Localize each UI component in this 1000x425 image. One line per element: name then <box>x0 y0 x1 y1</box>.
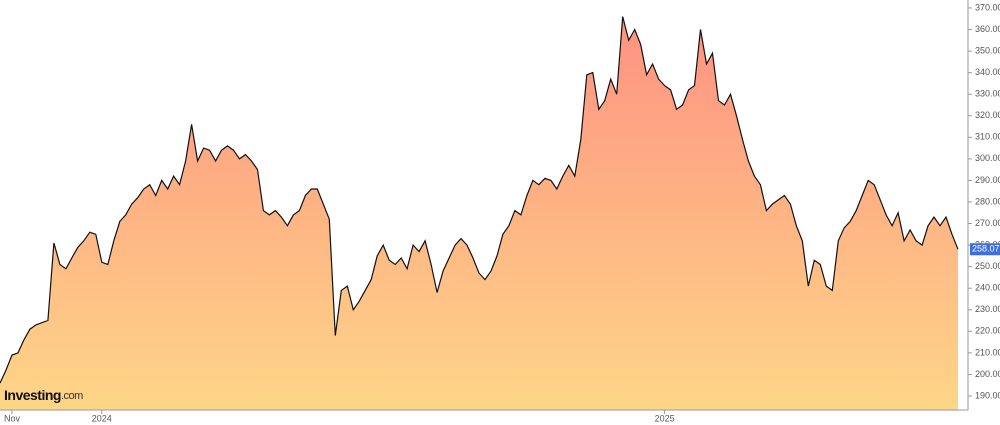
price-line <box>0 16 959 384</box>
y-tick-label: 310.00 <box>975 132 1000 142</box>
watermark-brand-text: Investing <box>4 387 61 403</box>
y-tick-label: 350.00 <box>975 45 1000 55</box>
x-tick-label: Nov <box>4 413 21 423</box>
y-tick-label: 250.00 <box>975 261 1000 271</box>
y-tick-label: 360.00 <box>975 24 1000 34</box>
y-tick-label: 270.00 <box>975 218 1000 228</box>
y-tick-label: 330.00 <box>975 89 1000 99</box>
y-tick-label: 210.00 <box>975 347 1000 357</box>
y-tick-label: 280.00 <box>975 196 1000 206</box>
y-tick-label: 300.00 <box>975 153 1000 163</box>
y-tick-label: 190.00 <box>975 390 1000 400</box>
y-tick-label: 340.00 <box>975 67 1000 77</box>
y-tick-label: 240.00 <box>975 283 1000 293</box>
area-fill <box>0 16 958 410</box>
watermark-brand: Investing.com <box>4 387 83 403</box>
x-tick-label: 2024 <box>92 413 112 423</box>
y-tick-label: 200.00 <box>975 369 1000 379</box>
x-tick-label: 2025 <box>655 413 675 423</box>
last-price-box <box>970 243 1000 256</box>
y-tick-label: 370.00 <box>975 2 1000 12</box>
last-price-label: 258.07 <box>972 244 1000 254</box>
y-tick-label: 220.00 <box>975 326 1000 336</box>
y-tick-label: 320.00 <box>975 110 1000 120</box>
y-tick-label: 290.00 <box>975 175 1000 185</box>
watermark-suffix: .com <box>61 390 83 402</box>
y-tick-label: 230.00 <box>975 304 1000 314</box>
